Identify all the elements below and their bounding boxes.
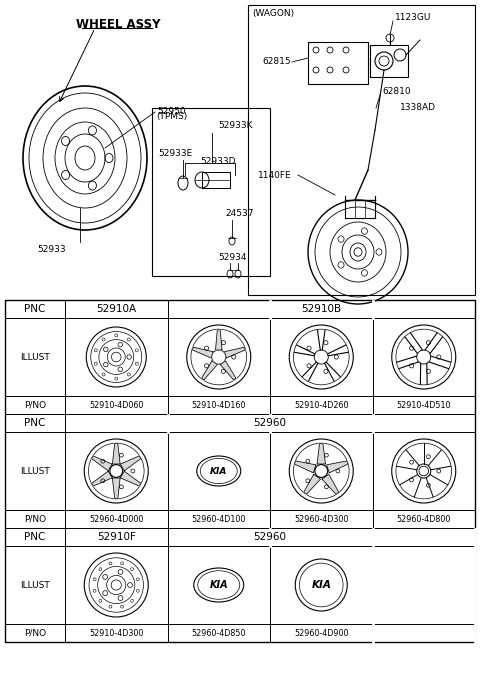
Text: 52933: 52933 <box>38 245 66 254</box>
Polygon shape <box>327 461 348 472</box>
Polygon shape <box>112 444 120 464</box>
Text: 52910F: 52910F <box>97 532 136 542</box>
Text: 52960-4D800: 52960-4D800 <box>396 514 451 524</box>
Text: 52960: 52960 <box>253 418 287 428</box>
Bar <box>5 300 475 642</box>
Ellipse shape <box>110 464 123 477</box>
Text: ILLUST: ILLUST <box>20 581 50 590</box>
Polygon shape <box>295 461 316 472</box>
Text: 52933D: 52933D <box>200 157 236 166</box>
Text: P/NO: P/NO <box>24 629 46 637</box>
Bar <box>248 5 475 295</box>
Text: 52960: 52960 <box>253 532 287 542</box>
Polygon shape <box>202 361 217 380</box>
Text: 52910-4D510: 52910-4D510 <box>396 400 451 409</box>
Text: 52933K: 52933K <box>218 122 252 131</box>
Polygon shape <box>192 347 213 358</box>
Polygon shape <box>304 474 321 494</box>
Bar <box>152 108 270 276</box>
Text: WHEEL ASSY: WHEEL ASSY <box>76 18 160 31</box>
Text: (TPMS): (TPMS) <box>156 112 187 121</box>
Text: 52934: 52934 <box>218 252 247 262</box>
Text: KIA: KIA <box>312 580 331 590</box>
Polygon shape <box>317 444 325 464</box>
Text: ILLUST: ILLUST <box>20 353 50 361</box>
Polygon shape <box>112 478 120 499</box>
Text: KIA: KIA <box>209 580 228 590</box>
Text: 52910-4D300: 52910-4D300 <box>89 629 144 637</box>
Ellipse shape <box>315 464 328 477</box>
Polygon shape <box>220 361 236 380</box>
Text: KIA: KIA <box>210 466 228 476</box>
Text: 52910-4D160: 52910-4D160 <box>192 400 246 409</box>
Text: (WAGON): (WAGON) <box>252 9 294 18</box>
Text: 52960-4D000: 52960-4D000 <box>89 514 144 524</box>
Text: 52910-4D260: 52910-4D260 <box>294 400 348 409</box>
Text: 62815: 62815 <box>262 57 290 67</box>
Bar <box>202 172 230 188</box>
Text: 1140FE: 1140FE <box>258 170 292 180</box>
Ellipse shape <box>419 466 429 476</box>
Text: 62810: 62810 <box>382 87 410 96</box>
Polygon shape <box>92 471 112 486</box>
Text: 52910B: 52910B <box>301 304 341 314</box>
Bar <box>370 45 408 77</box>
Text: 52960-4D100: 52960-4D100 <box>192 514 246 524</box>
Polygon shape <box>92 456 112 471</box>
Polygon shape <box>216 330 222 350</box>
Text: PNC: PNC <box>24 304 46 314</box>
Text: 52950: 52950 <box>157 108 186 116</box>
Text: 52960-4D300: 52960-4D300 <box>294 514 348 524</box>
Text: 1338AD: 1338AD <box>400 104 436 112</box>
Text: 52933E: 52933E <box>158 149 192 157</box>
Text: PNC: PNC <box>24 418 46 428</box>
Bar <box>308 42 368 84</box>
Text: P/NO: P/NO <box>24 400 46 409</box>
Text: 52960-4D850: 52960-4D850 <box>192 629 246 637</box>
Text: 24537: 24537 <box>225 209 253 217</box>
Text: 1123GU: 1123GU <box>395 13 432 22</box>
Text: ILLUST: ILLUST <box>20 466 50 476</box>
Text: 52910A: 52910A <box>96 304 136 314</box>
Text: 52910-4D060: 52910-4D060 <box>89 400 144 409</box>
Text: PNC: PNC <box>24 532 46 542</box>
Polygon shape <box>120 456 141 471</box>
Text: P/NO: P/NO <box>24 514 46 524</box>
Polygon shape <box>322 474 339 494</box>
Text: 52960-4D900: 52960-4D900 <box>294 629 348 637</box>
Polygon shape <box>120 471 141 486</box>
Polygon shape <box>225 347 245 358</box>
